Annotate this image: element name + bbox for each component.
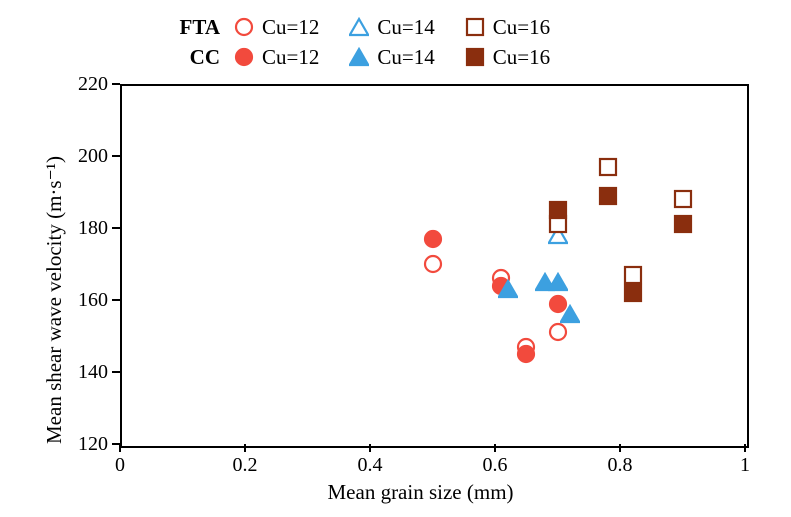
- y-tick-label: 120: [78, 433, 108, 456]
- data-point: [673, 214, 693, 234]
- x-tick-label: 0.6: [483, 454, 508, 477]
- data-point: [498, 279, 518, 299]
- y-tick: [112, 371, 120, 373]
- legend-item-cc-cu12: Cu=12: [234, 45, 319, 70]
- data-point: [560, 304, 580, 324]
- data-point: [516, 344, 536, 364]
- legend-item-fta-cu16: Cu=16: [465, 15, 550, 40]
- data-point: [598, 157, 618, 177]
- y-axis-title: Mean shear wave velocity (m·s⁻¹): [42, 156, 67, 444]
- data-point: [548, 322, 568, 342]
- x-tick-label: 1: [740, 454, 750, 477]
- y-tick: [112, 443, 120, 445]
- legend-row-cc: CC Cu=12 Cu=14 Cu=16: [150, 42, 710, 72]
- triangle-outline-icon: [349, 17, 369, 37]
- data-point: [623, 283, 643, 303]
- y-tick-label: 140: [78, 361, 108, 384]
- legend: FTA Cu=12 Cu=14 Cu=16 CC Cu=12 Cu=14 Cu=…: [150, 12, 710, 72]
- legend-text: Cu=12: [262, 15, 319, 40]
- x-axis-title: Mean grain size (mm): [328, 480, 514, 505]
- legend-item-fta-cu12: Cu=12: [234, 15, 319, 40]
- legend-text: Cu=16: [493, 45, 550, 70]
- x-tick: [744, 444, 746, 452]
- data-point: [423, 254, 443, 274]
- legend-text: Cu=14: [377, 45, 434, 70]
- legend-text: Cu=14: [377, 15, 434, 40]
- legend-item-cc-cu16: Cu=16: [465, 45, 550, 70]
- data-point: [673, 189, 693, 209]
- x-tick-label: 0.8: [608, 454, 633, 477]
- y-tick: [112, 83, 120, 85]
- square-filled-icon: [465, 47, 485, 67]
- x-tick: [619, 444, 621, 452]
- legend-item-cc-cu14: Cu=14: [349, 45, 434, 70]
- x-tick: [119, 444, 121, 452]
- x-tick: [244, 444, 246, 452]
- legend-group-label: FTA: [150, 15, 220, 40]
- x-tick: [369, 444, 371, 452]
- x-tick-label: 0: [115, 454, 125, 477]
- circle-outline-icon: [234, 17, 254, 37]
- data-point: [548, 272, 568, 292]
- legend-text: Cu=16: [493, 15, 550, 40]
- y-tick-label: 220: [78, 73, 108, 96]
- data-point: [623, 265, 643, 285]
- legend-text: Cu=12: [262, 45, 319, 70]
- triangle-filled-icon: [349, 47, 369, 67]
- y-tick-label: 180: [78, 217, 108, 240]
- square-outline-icon: [465, 17, 485, 37]
- y-tick-label: 200: [78, 145, 108, 168]
- x-tick-label: 0.2: [233, 454, 258, 477]
- data-point: [423, 229, 443, 249]
- x-tick: [494, 444, 496, 452]
- x-tick-label: 0.4: [358, 454, 383, 477]
- legend-row-fta: FTA Cu=12 Cu=14 Cu=16: [150, 12, 710, 42]
- y-tick: [112, 155, 120, 157]
- y-tick: [112, 299, 120, 301]
- y-tick: [112, 227, 120, 229]
- y-tick-label: 160: [78, 289, 108, 312]
- circle-filled-icon: [234, 47, 254, 67]
- data-point: [548, 200, 568, 220]
- legend-item-fta-cu14: Cu=14: [349, 15, 434, 40]
- data-point: [598, 186, 618, 206]
- legend-group-label: CC: [150, 45, 220, 70]
